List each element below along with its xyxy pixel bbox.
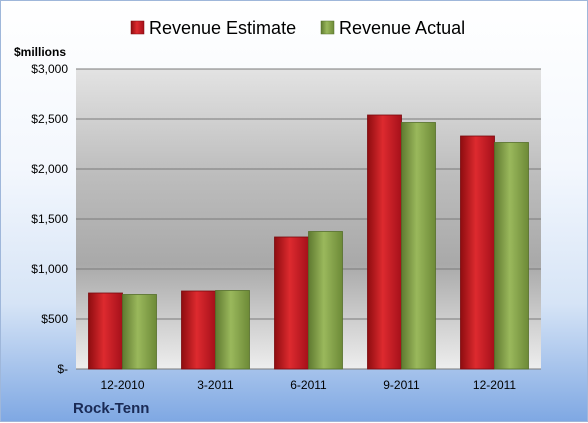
- legend-swatch-actual: [320, 20, 335, 35]
- bar-revenue-estimate-6-2011: [274, 236, 309, 370]
- legend: Revenue Estimate Revenue Actual: [130, 18, 465, 38]
- bar-revenue-actual-6-2011: [308, 231, 343, 370]
- legend-label-estimate: Revenue Estimate: [149, 18, 296, 38]
- y-axis-unit-label: $millions: [14, 45, 66, 59]
- y-axis-ticks: $- $500 $1,000 $1,500 $2,000 $2,500 $3,000: [31, 62, 68, 376]
- bar-revenue-actual-12-2011: [494, 142, 529, 370]
- bar-revenue-estimate-9-2011: [367, 114, 402, 370]
- legend-label-actual: Revenue Actual: [339, 18, 465, 38]
- y-tick-label: $2,500: [31, 112, 68, 126]
- bar-revenue-actual-3-2011: [215, 290, 250, 370]
- x-tick-label: 12-2010: [100, 378, 144, 392]
- y-tick-label: $3,000: [31, 62, 68, 76]
- y-tick-label: $500: [41, 312, 68, 326]
- company-name: Rock-Tenn: [73, 400, 149, 417]
- y-tick-label: $1,500: [31, 212, 68, 226]
- bar-revenue-estimate-12-2010: [88, 292, 123, 370]
- x-axis-ticks: 12-2010 3-2011 6-2011 9-2011 12-2011: [100, 378, 516, 392]
- bars: [88, 114, 529, 370]
- y-tick-label: $2,000: [31, 162, 68, 176]
- bar-revenue-actual-9-2011: [401, 122, 436, 370]
- bar-revenue-estimate-3-2011: [181, 290, 216, 370]
- x-tick-label: 12-2011: [473, 378, 516, 392]
- y-tick-label: $1,000: [31, 262, 68, 276]
- bar-revenue-estimate-12-2011: [460, 135, 495, 370]
- bar-revenue-actual-12-2010: [122, 294, 157, 370]
- y-tick-label: $-: [57, 362, 68, 376]
- x-tick-label: 9-2011: [383, 378, 420, 392]
- x-tick-label: 6-2011: [290, 378, 327, 392]
- legend-swatch-estimate: [130, 20, 145, 35]
- x-tick-label: 3-2011: [197, 378, 234, 392]
